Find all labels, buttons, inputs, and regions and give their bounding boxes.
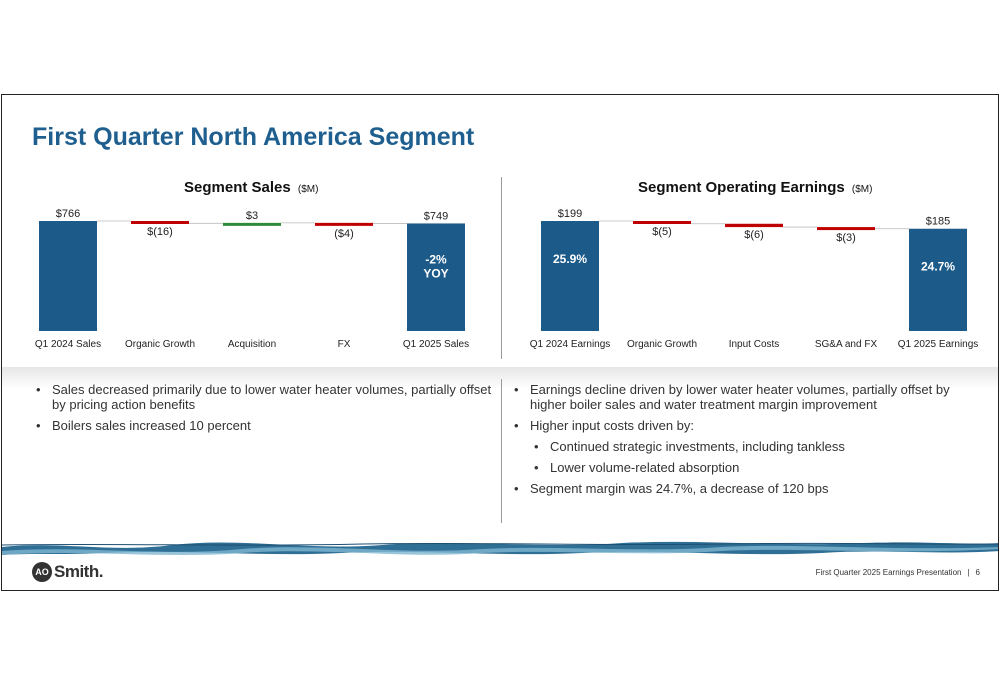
inside-label: -2% — [425, 252, 447, 266]
inside-label: YOY — [423, 266, 448, 280]
footer-separator: | — [967, 568, 970, 577]
sales-chart-title: Segment Sales ($M) — [184, 179, 318, 196]
slide: First Quarter North America Segment Segm… — [1, 94, 999, 591]
sales-waterfall-chart: $766 $(16) $3 ($4) $749 -2%YOY Q1 2024 Sales Or… — [35, 208, 469, 350]
bullet-item: Segment margin was 24.7%, a decrease of … — [512, 481, 982, 496]
logo-text: Smith. — [54, 562, 103, 581]
category-label: SG&A and FX — [815, 339, 878, 350]
increase-bar — [223, 222, 281, 226]
earnings-chart-title-text: Segment Operating Earnings — [638, 179, 845, 196]
sales-chart-unit: ($M) — [297, 184, 319, 195]
earnings-bullets: Earnings decline driven by lower water h… — [512, 382, 982, 502]
earnings-waterfall-chart: $199 25.9% $(5) $(6) $(3) $185 24.7% Q1 2024 Ea… — [530, 208, 979, 350]
category-label: Acquisition — [228, 339, 276, 350]
data-label: ($4) — [334, 228, 354, 240]
earnings-chart-unit: ($M) — [851, 184, 873, 195]
category-label: Organic Growth — [125, 339, 195, 350]
category-label: Organic Growth — [627, 339, 697, 350]
footer-text: First Quarter 2025 Earnings Presentation — [815, 568, 962, 577]
category-label: Q1 2024 Earnings — [530, 339, 611, 350]
data-label: $(16) — [147, 226, 173, 238]
data-label: $766 — [56, 208, 80, 220]
category-label: Q1 2025 Sales — [403, 339, 469, 350]
vertical-divider — [501, 379, 502, 523]
total-bar — [39, 221, 97, 331]
inside-label: 25.9% — [553, 252, 587, 266]
category-label: FX — [338, 339, 351, 350]
decrease-bar — [131, 221, 189, 224]
sales-chart-title-text: Segment Sales — [184, 179, 291, 196]
decrease-bar — [315, 222, 373, 226]
sales-bullets: Sales decreased primarily due to lower w… — [34, 382, 494, 439]
page-number: 6 — [975, 568, 980, 577]
decrease-bar — [817, 227, 875, 231]
data-label: $3 — [246, 210, 258, 222]
inside-label: 24.7% — [921, 260, 955, 274]
category-label: Input Costs — [729, 339, 780, 350]
data-label: $(3) — [836, 232, 856, 244]
total-bar — [909, 228, 967, 331]
data-label: $185 — [926, 216, 950, 228]
water-wave-decoration — [2, 541, 998, 555]
company-logo: AO Smith. — [32, 562, 103, 582]
category-label: Q1 2024 Sales — [35, 339, 101, 350]
decrease-bar — [725, 223, 783, 228]
data-label: $(6) — [744, 229, 764, 241]
bullet-item: Earnings decline driven by lower water h… — [512, 382, 982, 412]
earnings-chart-title: Segment Operating Earnings ($M) — [638, 179, 872, 196]
logo-mark: AO — [32, 562, 52, 582]
sub-bullet-item: Lower volume-related absorption — [532, 460, 982, 475]
vertical-divider — [501, 177, 502, 359]
category-label: Q1 2025 Earnings — [898, 339, 979, 350]
total-bar — [541, 221, 599, 331]
bullet-item: Higher input costs driven by: — [512, 418, 982, 433]
data-label: $199 — [558, 208, 582, 220]
decrease-bar — [633, 221, 691, 224]
sub-bullet-item: Continued strategic investments, includi… — [532, 439, 982, 454]
data-label: $(5) — [652, 226, 672, 238]
total-bar — [407, 223, 465, 331]
page-title: First Quarter North America Segment — [32, 123, 475, 151]
data-label: $749 — [424, 210, 448, 222]
bullet-item: Boilers sales increased 10 percent — [34, 418, 494, 433]
bullet-item: Sales decreased primarily due to lower w… — [34, 382, 494, 412]
footer: First Quarter 2025 Earnings Presentation… — [816, 568, 980, 577]
